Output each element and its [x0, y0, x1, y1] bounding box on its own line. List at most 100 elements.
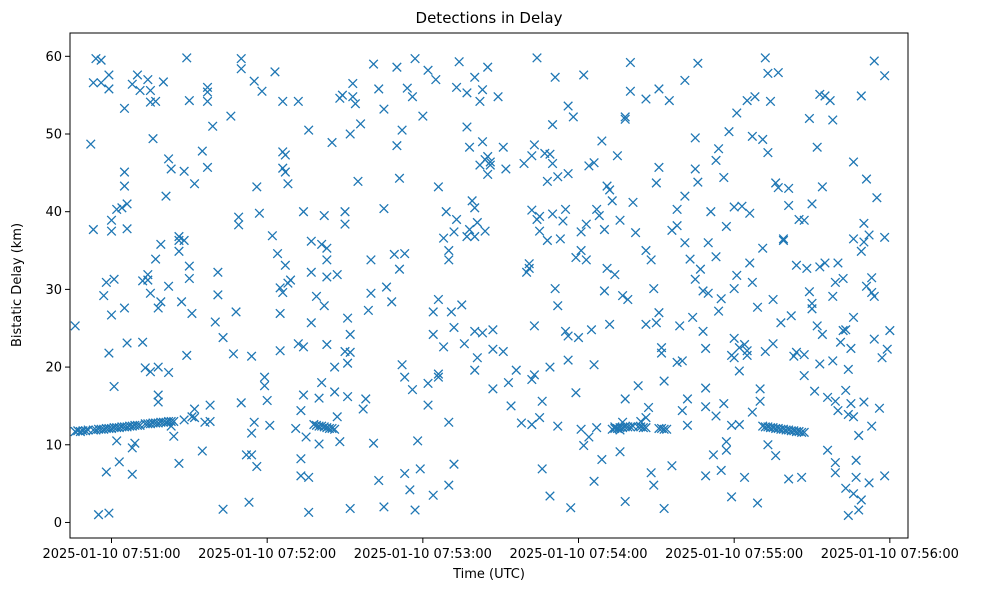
clutter-point-118 — [262, 395, 272, 406]
clutter-point-347 — [602, 263, 612, 274]
clutter-point-47 — [148, 133, 158, 144]
clutter-point-289 — [527, 374, 537, 385]
clutter-point-117 — [259, 372, 270, 382]
clutter-point-167 — [332, 412, 342, 422]
x-tick-label-2: 2025-01-10 07:53:00 — [354, 547, 492, 562]
clutter-point-1 — [85, 139, 96, 149]
clutter-point-188 — [363, 305, 374, 316]
clutter-point-306 — [547, 158, 558, 169]
clutter-point-287 — [527, 205, 537, 215]
clutter-point-101 — [233, 212, 244, 222]
clutter-point-2 — [88, 77, 99, 88]
track-3-point-15 — [659, 424, 669, 434]
clutter-point-13 — [104, 84, 114, 94]
clutter-point-333 — [581, 219, 592, 229]
clutter-point-25 — [119, 167, 130, 177]
clutter-point-176 — [342, 313, 353, 323]
clutter-point-233 — [444, 417, 454, 427]
clutter-point-398 — [680, 191, 690, 201]
clutter-point-366 — [625, 57, 636, 68]
clutter-point-165 — [329, 387, 340, 397]
clutter-point-103 — [236, 398, 246, 408]
clutter-point-320 — [563, 355, 573, 365]
clutter-point-170 — [337, 90, 348, 100]
clutter-point-221 — [423, 378, 433, 389]
clutter-point-297 — [534, 412, 545, 423]
clutter-point-525 — [843, 364, 854, 375]
clutter-point-548 — [864, 478, 874, 488]
clutter-point-312 — [552, 171, 563, 182]
clutter-point-397 — [677, 356, 688, 366]
clutter-point-497 — [809, 386, 820, 396]
clutter-point-213 — [407, 384, 418, 395]
clutter-point-367 — [628, 197, 638, 208]
clutter-point-473 — [770, 450, 781, 461]
clutter-point-53 — [153, 303, 163, 313]
clutter-point-386 — [656, 342, 667, 353]
clutter-point-542 — [859, 397, 869, 407]
clutter-point-561 — [882, 344, 893, 354]
clutter-point-207 — [399, 372, 410, 382]
clutter-point-314 — [555, 234, 566, 244]
clutter-point-137 — [293, 339, 304, 349]
y-tick-label-3: 30 — [45, 283, 62, 298]
clutter-point-203 — [394, 264, 405, 274]
clutter-point-57 — [161, 191, 171, 201]
clutter-point-338 — [589, 476, 599, 487]
clutter-point-92 — [210, 317, 221, 327]
clutter-point-456 — [747, 407, 758, 417]
clutter-point-231 — [438, 342, 449, 352]
clutter-point-555 — [872, 192, 882, 203]
clutter-point-458 — [752, 302, 763, 313]
clutter-point-15 — [106, 310, 117, 320]
clutter-point-65 — [174, 246, 184, 257]
clutter-point-433 — [724, 126, 734, 137]
x-tick-label-4: 2025-01-10 07:55:00 — [665, 547, 803, 562]
clutter-point-403 — [685, 254, 695, 264]
clutter-point-454 — [747, 131, 758, 142]
clutter-point-254 — [469, 365, 480, 375]
clutter-point-308 — [547, 119, 558, 130]
chart-title: Detections in Delay — [416, 9, 563, 27]
track-3-point-12 — [641, 422, 651, 433]
clutter-point-4 — [91, 53, 101, 64]
clutter-point-357 — [615, 447, 625, 457]
x-tick-label-3: 2025-01-10 07:54:00 — [509, 547, 647, 562]
x-axis-ticks: 2025-01-10 07:51:00 2025-01-10 07:52:00 20… — [42, 538, 959, 562]
clutter-point-273 — [488, 344, 498, 354]
clutter-point-345 — [599, 286, 610, 296]
clutter-point-514 — [830, 467, 841, 478]
clutter-point-159 — [322, 272, 332, 282]
clutter-point-109 — [246, 450, 257, 460]
clutter-point-131 — [280, 260, 291, 271]
clutter-point-5 — [93, 509, 104, 520]
clutter-point-344 — [597, 136, 607, 146]
clutter-point-237 — [446, 307, 457, 317]
clutter-point-239 — [449, 459, 459, 469]
clutter-point-477 — [778, 234, 789, 244]
clutter-point-248 — [462, 122, 472, 132]
clutter-point-371 — [641, 245, 651, 256]
clutter-point-292 — [529, 321, 540, 331]
clutter-point-134 — [283, 178, 293, 189]
clutter-point-396 — [677, 405, 688, 416]
clutter-point-108 — [246, 351, 257, 361]
clutter-point-375 — [643, 402, 654, 413]
clutter-point-420 — [708, 450, 719, 460]
clutter-point-401 — [682, 394, 693, 404]
clutter-point-356 — [615, 215, 625, 225]
clutter-point-516 — [830, 277, 841, 288]
clutter-point-382 — [654, 162, 664, 173]
clutter-point-383 — [654, 84, 664, 94]
clutter-point-0 — [70, 321, 80, 331]
clutter-point-240 — [449, 227, 459, 237]
clutter-point-540 — [856, 91, 867, 101]
clutter-point-560 — [879, 471, 890, 481]
clutter-point-326 — [573, 332, 584, 343]
clutter-point-393 — [672, 204, 682, 215]
clutter-point-492 — [804, 113, 815, 124]
clutter-point-419 — [706, 206, 716, 217]
clutter-point-74 — [184, 95, 195, 106]
clutter-point-124 — [275, 346, 285, 356]
clutter-point-426 — [716, 293, 726, 304]
